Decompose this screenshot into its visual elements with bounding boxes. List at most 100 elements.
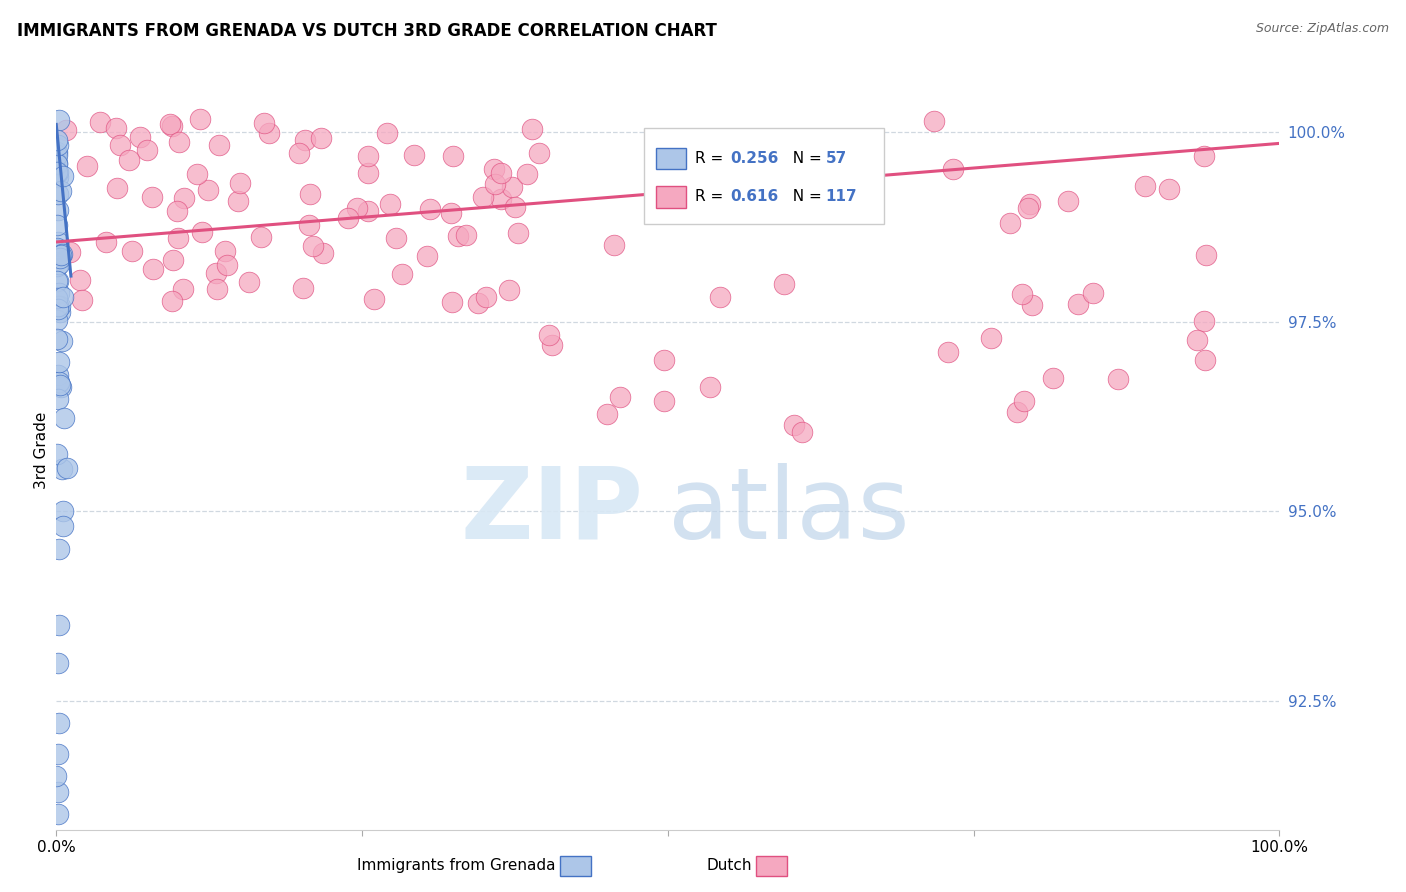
Point — [441, 149, 464, 163]
Point — [46, 291, 69, 305]
Point — [538, 327, 561, 342]
Point — [298, 187, 321, 202]
Point — [166, 204, 188, 219]
Point — [249, 229, 271, 244]
Point — [46, 656, 69, 670]
Point — [49, 251, 72, 265]
Point — [1157, 181, 1180, 195]
Point — [229, 176, 252, 190]
Point — [45, 447, 67, 461]
Text: Source: ZipAtlas.com: Source: ZipAtlas.com — [1256, 22, 1389, 36]
Point — [980, 331, 1002, 345]
Point — [51, 462, 73, 476]
Point — [48, 375, 70, 389]
Text: atlas: atlas — [668, 463, 910, 559]
Text: ZIP: ZIP — [461, 463, 644, 559]
Point — [253, 116, 276, 130]
Point — [69, 273, 91, 287]
Point — [936, 344, 959, 359]
Point — [294, 133, 316, 147]
Point — [52, 519, 75, 533]
Point — [191, 225, 214, 239]
Point — [59, 245, 82, 260]
Point — [105, 181, 128, 195]
Point — [609, 390, 631, 404]
Point — [773, 277, 796, 291]
Point — [1192, 149, 1215, 163]
Point — [1107, 372, 1129, 386]
Point — [1083, 285, 1105, 300]
Point — [1019, 197, 1042, 211]
Point — [1067, 297, 1090, 311]
Point — [48, 368, 70, 383]
Point — [1194, 353, 1216, 368]
Point — [454, 228, 477, 243]
Point — [49, 299, 72, 313]
Point — [357, 148, 380, 162]
Point — [53, 411, 76, 425]
Point — [298, 219, 321, 233]
Point — [46, 156, 69, 170]
Point — [48, 716, 70, 731]
Point — [46, 147, 69, 161]
Point — [141, 262, 163, 277]
Point — [51, 334, 73, 348]
Point — [724, 199, 747, 213]
Point — [309, 130, 332, 145]
Point — [385, 231, 408, 245]
Point — [186, 167, 208, 181]
Point — [70, 293, 93, 307]
Point — [104, 121, 127, 136]
Point — [51, 247, 73, 261]
Point — [48, 248, 70, 262]
Point — [45, 145, 67, 159]
Point — [336, 211, 359, 226]
Point — [46, 133, 69, 147]
Point — [46, 332, 69, 346]
Point — [48, 807, 70, 822]
Point — [375, 126, 398, 140]
Point — [489, 166, 512, 180]
Point — [291, 281, 314, 295]
Point — [998, 216, 1021, 230]
Text: R =: R = — [695, 151, 728, 166]
Point — [503, 201, 526, 215]
Point — [45, 274, 67, 288]
Point — [699, 380, 721, 394]
Point — [52, 290, 75, 304]
Point — [167, 231, 190, 245]
Point — [288, 146, 311, 161]
Point — [49, 184, 72, 198]
Point — [501, 179, 523, 194]
Point — [45, 150, 67, 164]
Text: N =: N = — [783, 189, 827, 204]
Point — [45, 241, 67, 255]
Point — [1005, 404, 1028, 418]
Point — [141, 190, 163, 204]
Point — [46, 165, 69, 179]
Point — [89, 115, 111, 129]
Point — [484, 177, 506, 191]
Point — [48, 355, 70, 369]
Point — [440, 206, 463, 220]
Point — [217, 259, 239, 273]
Point — [357, 166, 380, 180]
Point — [159, 117, 181, 131]
Point — [312, 246, 335, 260]
Point — [506, 227, 529, 241]
Point — [1195, 248, 1218, 262]
Text: IMMIGRANTS FROM GRENADA VS DUTCH 3RD GRADE CORRELATION CHART: IMMIGRANTS FROM GRENADA VS DUTCH 3RD GRA… — [17, 22, 717, 40]
Point — [226, 194, 249, 208]
Point — [207, 282, 229, 296]
Point — [302, 239, 325, 253]
Point — [162, 253, 184, 268]
Point — [205, 266, 228, 280]
Point — [214, 244, 236, 258]
Point — [472, 190, 495, 204]
Point — [404, 148, 426, 162]
Point — [188, 112, 211, 126]
Point — [603, 238, 626, 252]
Text: R =: R = — [695, 189, 728, 204]
Point — [46, 156, 69, 170]
Point — [467, 296, 489, 310]
